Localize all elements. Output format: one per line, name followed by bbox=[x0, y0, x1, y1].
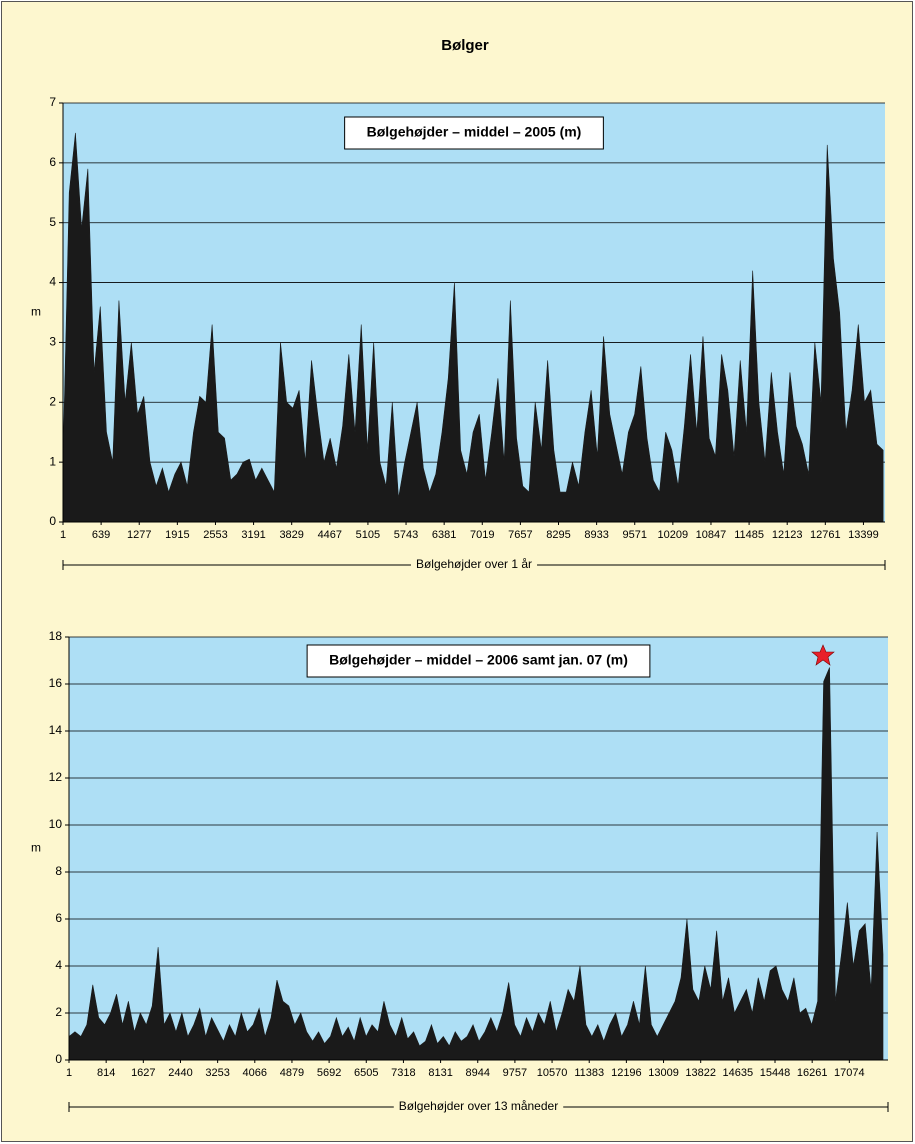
x-tick-label: 9571 bbox=[622, 529, 646, 541]
y-tick-label: 0 bbox=[49, 514, 56, 528]
x-tick-label: 1915 bbox=[165, 529, 189, 541]
x-tick-label: 11485 bbox=[734, 529, 764, 541]
x-tick-label: 8933 bbox=[584, 529, 608, 541]
x-tick-label: 1 bbox=[66, 1067, 72, 1079]
x-tick-label: 3253 bbox=[205, 1067, 229, 1079]
x-tick-label: 3829 bbox=[279, 529, 303, 541]
x-tick-label: 1 bbox=[60, 529, 66, 541]
x-tick-label: 12761 bbox=[810, 529, 841, 541]
x-tick-label: 8944 bbox=[466, 1067, 490, 1079]
y-tick-label: 0 bbox=[55, 1052, 62, 1066]
x-tick-label: 14635 bbox=[723, 1067, 754, 1079]
x-tick-label: 5743 bbox=[394, 529, 418, 541]
x-tick-label: 10847 bbox=[696, 529, 727, 541]
x-axis-label: Bølgehøjder over 13 måneder bbox=[399, 1099, 558, 1113]
x-tick-label: 12196 bbox=[611, 1067, 642, 1079]
x-tick-label: 814 bbox=[97, 1067, 115, 1079]
y-tick-label: 16 bbox=[49, 676, 63, 690]
x-tick-label: 7657 bbox=[508, 529, 532, 541]
x-tick-label: 7318 bbox=[391, 1067, 415, 1079]
x-tick-label: 10209 bbox=[658, 529, 689, 541]
x-tick-label: 2440 bbox=[168, 1067, 192, 1079]
y-tick-label: 5 bbox=[49, 215, 56, 229]
x-tick-label: 4066 bbox=[243, 1067, 267, 1079]
x-tick-label: 15448 bbox=[760, 1067, 791, 1079]
x-tick-label: 5692 bbox=[317, 1067, 341, 1079]
x-axis-label: Bølgehøjder over 1 år bbox=[416, 557, 532, 571]
y-tick-label: 18 bbox=[49, 629, 63, 643]
x-tick-label: 17074 bbox=[834, 1067, 865, 1079]
y-tick-label: 6 bbox=[55, 911, 62, 925]
y-tick-label: 2 bbox=[55, 1005, 62, 1019]
x-tick-label: 6381 bbox=[432, 529, 456, 541]
x-tick-label: 13822 bbox=[685, 1067, 716, 1079]
y-tick-label: 4 bbox=[49, 275, 56, 289]
y-tick-label: 6 bbox=[49, 155, 56, 169]
x-tick-label: 12123 bbox=[772, 529, 803, 541]
chart-title: Bølgehøjder – middel – 2006 samt jan. 07… bbox=[329, 652, 628, 668]
x-tick-label: 10570 bbox=[537, 1067, 568, 1079]
y-axis-label: m bbox=[31, 841, 41, 855]
x-tick-label: 6505 bbox=[354, 1067, 378, 1079]
x-tick-label: 16261 bbox=[797, 1067, 828, 1079]
x-tick-label: 8131 bbox=[428, 1067, 452, 1079]
x-tick-label: 3191 bbox=[241, 529, 265, 541]
x-tick-label: 1627 bbox=[131, 1067, 155, 1079]
x-tick-label: 2553 bbox=[203, 529, 227, 541]
y-tick-label: 7 bbox=[49, 95, 56, 109]
y-tick-label: 1 bbox=[49, 454, 56, 468]
y-tick-label: 2 bbox=[49, 394, 56, 408]
x-tick-label: 13399 bbox=[848, 529, 879, 541]
x-tick-label: 4879 bbox=[280, 1067, 304, 1079]
y-tick-label: 4 bbox=[55, 958, 62, 972]
plot-area bbox=[69, 637, 888, 1060]
x-tick-label: 7019 bbox=[470, 529, 494, 541]
x-tick-label: 5105 bbox=[356, 529, 380, 541]
wave-area bbox=[62, 132, 884, 523]
y-axis-label: m bbox=[31, 305, 41, 319]
y-tick-label: 14 bbox=[49, 723, 63, 737]
chart-title: Bølgehøjder – middel – 2005 (m) bbox=[367, 124, 582, 140]
star-marker bbox=[811, 644, 835, 666]
y-tick-label: 3 bbox=[49, 335, 56, 349]
x-tick-label: 1277 bbox=[127, 529, 151, 541]
wave-area bbox=[68, 667, 884, 1061]
page-title: Bølger bbox=[441, 37, 489, 54]
y-tick-label: 10 bbox=[49, 817, 63, 831]
x-tick-label: 9757 bbox=[503, 1067, 527, 1079]
x-tick-label: 11383 bbox=[574, 1067, 604, 1079]
y-tick-label: 8 bbox=[55, 864, 62, 878]
y-tick-label: 12 bbox=[49, 770, 63, 784]
x-tick-label: 4467 bbox=[318, 529, 342, 541]
title-box bbox=[344, 116, 604, 150]
x-tick-label: 13009 bbox=[648, 1067, 679, 1079]
x-tick-label: 639 bbox=[92, 529, 110, 541]
x-tick-label: 8295 bbox=[546, 529, 570, 541]
title-box bbox=[306, 644, 651, 678]
